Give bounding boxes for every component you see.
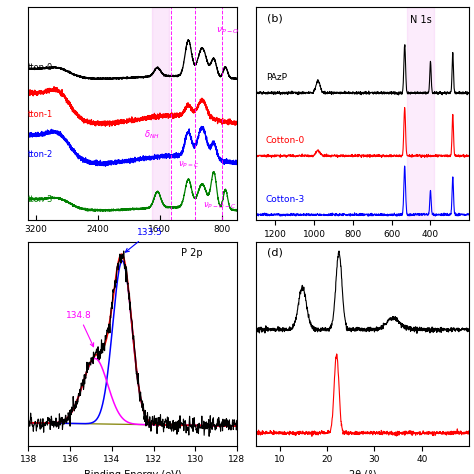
Text: tton-0: tton-0 [27,64,53,73]
Text: 134.8: 134.8 [66,310,93,346]
Text: 133.5: 133.5 [126,228,163,252]
Text: (d): (d) [266,248,283,258]
Text: Cotton-3: Cotton-3 [265,195,305,204]
Text: tton-3: tton-3 [27,195,53,204]
Text: $\nu_{P-O}$: $\nu_{P-O}$ [216,26,239,36]
Text: (b): (b) [266,13,283,24]
Text: $\delta_{NH}$: $\delta_{NH}$ [144,128,160,141]
Bar [407,7,434,220]
Text: tton-1: tton-1 [27,110,53,119]
X-axis label: Wavenumber (cm$^{-1}$): Wavenumber (cm$^{-1}$) [82,240,184,255]
X-axis label: Binding Energy (eV): Binding Energy (eV) [84,470,182,474]
Text: P 2p: P 2p [181,248,202,258]
Text: N 1s: N 1s [410,16,432,26]
Text: $\nu_{P=C}$: $\nu_{P=C}$ [178,159,200,170]
Text: $\nu_{P-O-C}$: $\nu_{P-O-C}$ [203,201,237,211]
Bar [152,7,169,220]
Text: Cotton-0: Cotton-0 [265,136,305,145]
Text: PAzP: PAzP [265,73,287,82]
Text: tton-2: tton-2 [27,150,53,159]
X-axis label: 2θ (°): 2θ (°) [349,470,376,474]
X-axis label: Binding Energy (e: Binding Energy (e [319,245,406,255]
